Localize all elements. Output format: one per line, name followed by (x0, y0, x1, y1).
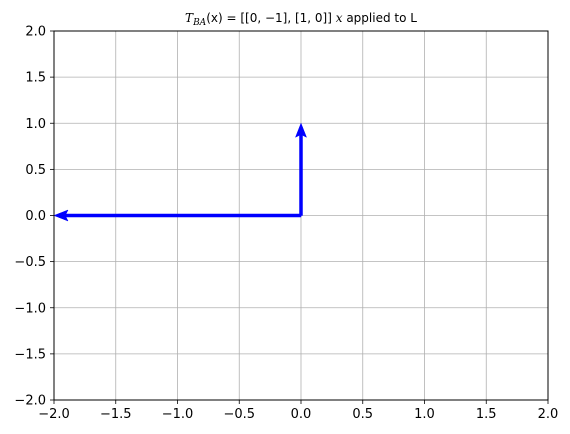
axis-ticks: −2.0 −1.5 −1.0 −0.5 0.0 0.5 1.0 1.5 2.0 −2.0 −1.5 −… (14, 25, 558, 423)
vectors (53, 122, 307, 222)
y-tick-label: 0.5 (25, 163, 46, 178)
y-tick-label: 1.5 (25, 71, 46, 86)
y-tick-label: −0.5 (14, 255, 46, 270)
y-tick-label: −1.5 (14, 347, 46, 362)
x-tick-label: 0.0 (291, 407, 312, 422)
y-tick-label: −1.0 (14, 301, 46, 316)
x-tick-label: −1.5 (100, 407, 132, 422)
y-tick-label: −2.0 (14, 394, 46, 409)
x-tick-label: 2.0 (538, 407, 559, 422)
x-tick-label: 0.5 (352, 407, 373, 422)
vector-arrow (295, 122, 307, 216)
chart-title: TBA(x) = [[0, −1], [1, 0]] x applied to … (185, 11, 417, 28)
y-tick-label: 1.0 (25, 117, 46, 132)
y-tick-label: 0.0 (25, 209, 46, 224)
x-tick-label: −1.0 (162, 407, 194, 422)
y-tick-label: 2.0 (25, 25, 46, 40)
x-tick-label: −2.0 (38, 407, 70, 422)
vector-arrow (53, 209, 302, 222)
x-tick-label: −0.5 (223, 407, 255, 422)
x-tick-label: 1.5 (476, 407, 497, 422)
x-tick-label: 1.0 (414, 407, 435, 422)
